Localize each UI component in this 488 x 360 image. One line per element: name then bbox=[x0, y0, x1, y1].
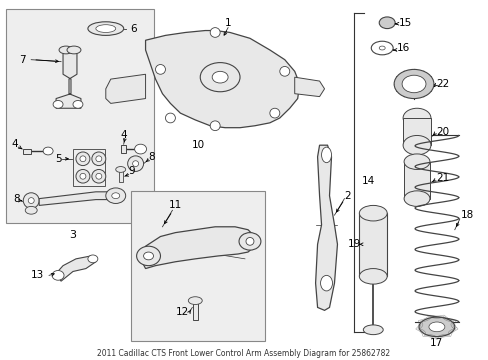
Ellipse shape bbox=[76, 152, 90, 166]
Ellipse shape bbox=[428, 322, 444, 332]
Ellipse shape bbox=[401, 75, 425, 93]
Text: 18: 18 bbox=[460, 210, 473, 220]
Ellipse shape bbox=[80, 174, 86, 179]
Ellipse shape bbox=[28, 198, 34, 203]
Ellipse shape bbox=[403, 191, 429, 206]
Bar bbox=[130, 191, 264, 341]
Text: 6: 6 bbox=[130, 24, 137, 33]
Ellipse shape bbox=[239, 233, 261, 250]
Polygon shape bbox=[56, 52, 81, 108]
Ellipse shape bbox=[88, 22, 123, 35]
Text: 8: 8 bbox=[148, 152, 155, 162]
Bar bbox=[359, 213, 386, 276]
Ellipse shape bbox=[320, 275, 332, 291]
Text: 4: 4 bbox=[11, 139, 18, 149]
Ellipse shape bbox=[200, 63, 240, 92]
Text: 17: 17 bbox=[429, 338, 443, 348]
Ellipse shape bbox=[379, 46, 385, 50]
Ellipse shape bbox=[53, 100, 63, 108]
Text: 10: 10 bbox=[191, 140, 204, 150]
Ellipse shape bbox=[359, 269, 386, 284]
Text: 2011 Cadillac CTS Front Lower Control Arm Assembly Diagram for 25862782: 2011 Cadillac CTS Front Lower Control Ar… bbox=[97, 349, 390, 358]
Ellipse shape bbox=[269, 108, 279, 118]
Ellipse shape bbox=[165, 113, 175, 123]
Ellipse shape bbox=[418, 317, 454, 337]
Bar bbox=[23, 149, 31, 154]
Text: 14: 14 bbox=[361, 176, 374, 186]
Ellipse shape bbox=[127, 156, 143, 171]
Ellipse shape bbox=[403, 154, 429, 170]
Polygon shape bbox=[145, 31, 299, 128]
Bar bbox=[403, 162, 429, 199]
Text: 21: 21 bbox=[435, 173, 448, 183]
Ellipse shape bbox=[188, 297, 202, 305]
Text: 5: 5 bbox=[55, 154, 61, 164]
Text: 11: 11 bbox=[168, 201, 182, 210]
Ellipse shape bbox=[96, 174, 102, 179]
Polygon shape bbox=[105, 74, 145, 103]
Text: 4: 4 bbox=[121, 130, 127, 140]
Ellipse shape bbox=[402, 108, 430, 128]
Polygon shape bbox=[39, 192, 121, 206]
Ellipse shape bbox=[321, 147, 331, 163]
Ellipse shape bbox=[116, 167, 125, 172]
Ellipse shape bbox=[80, 156, 86, 162]
Bar bbox=[119, 170, 122, 182]
Text: 9: 9 bbox=[128, 166, 135, 176]
Text: 1: 1 bbox=[224, 18, 231, 28]
Ellipse shape bbox=[67, 46, 81, 54]
Ellipse shape bbox=[52, 270, 64, 280]
Ellipse shape bbox=[25, 206, 37, 214]
Ellipse shape bbox=[73, 100, 83, 108]
Text: 16: 16 bbox=[396, 43, 409, 53]
Ellipse shape bbox=[212, 71, 227, 83]
Text: 13: 13 bbox=[31, 270, 44, 280]
Ellipse shape bbox=[43, 147, 53, 155]
Polygon shape bbox=[294, 77, 324, 96]
Polygon shape bbox=[56, 256, 96, 281]
Ellipse shape bbox=[96, 156, 102, 162]
Text: 15: 15 bbox=[398, 18, 411, 28]
Ellipse shape bbox=[92, 152, 105, 166]
Ellipse shape bbox=[143, 252, 153, 260]
Ellipse shape bbox=[402, 135, 430, 155]
Ellipse shape bbox=[210, 121, 220, 131]
Ellipse shape bbox=[136, 246, 160, 266]
Bar bbox=[193, 302, 198, 320]
Text: 2: 2 bbox=[344, 191, 350, 201]
Ellipse shape bbox=[245, 238, 253, 245]
Text: 20: 20 bbox=[435, 127, 448, 136]
Text: 19: 19 bbox=[347, 239, 361, 249]
Ellipse shape bbox=[92, 170, 105, 183]
Ellipse shape bbox=[359, 206, 386, 221]
Ellipse shape bbox=[363, 325, 383, 335]
Ellipse shape bbox=[76, 170, 90, 183]
Text: 8: 8 bbox=[13, 194, 20, 204]
Bar bbox=[402, 118, 430, 145]
Ellipse shape bbox=[134, 144, 146, 154]
Bar bbox=[121, 145, 125, 153]
Polygon shape bbox=[315, 145, 337, 310]
Ellipse shape bbox=[105, 188, 125, 203]
Ellipse shape bbox=[132, 161, 138, 167]
Ellipse shape bbox=[393, 69, 433, 99]
Ellipse shape bbox=[155, 64, 165, 74]
Bar bbox=[6, 9, 153, 223]
Ellipse shape bbox=[379, 17, 394, 28]
Ellipse shape bbox=[210, 28, 220, 37]
Ellipse shape bbox=[370, 41, 392, 55]
Text: 3: 3 bbox=[69, 230, 76, 239]
Ellipse shape bbox=[88, 255, 98, 263]
Ellipse shape bbox=[112, 193, 120, 199]
Ellipse shape bbox=[96, 25, 116, 32]
Ellipse shape bbox=[59, 46, 73, 54]
Polygon shape bbox=[141, 227, 254, 269]
Text: 22: 22 bbox=[435, 79, 448, 89]
Ellipse shape bbox=[279, 67, 289, 76]
Bar bbox=[73, 149, 104, 186]
Text: 7: 7 bbox=[19, 55, 26, 65]
Ellipse shape bbox=[23, 193, 39, 208]
Text: 12: 12 bbox=[175, 307, 188, 317]
